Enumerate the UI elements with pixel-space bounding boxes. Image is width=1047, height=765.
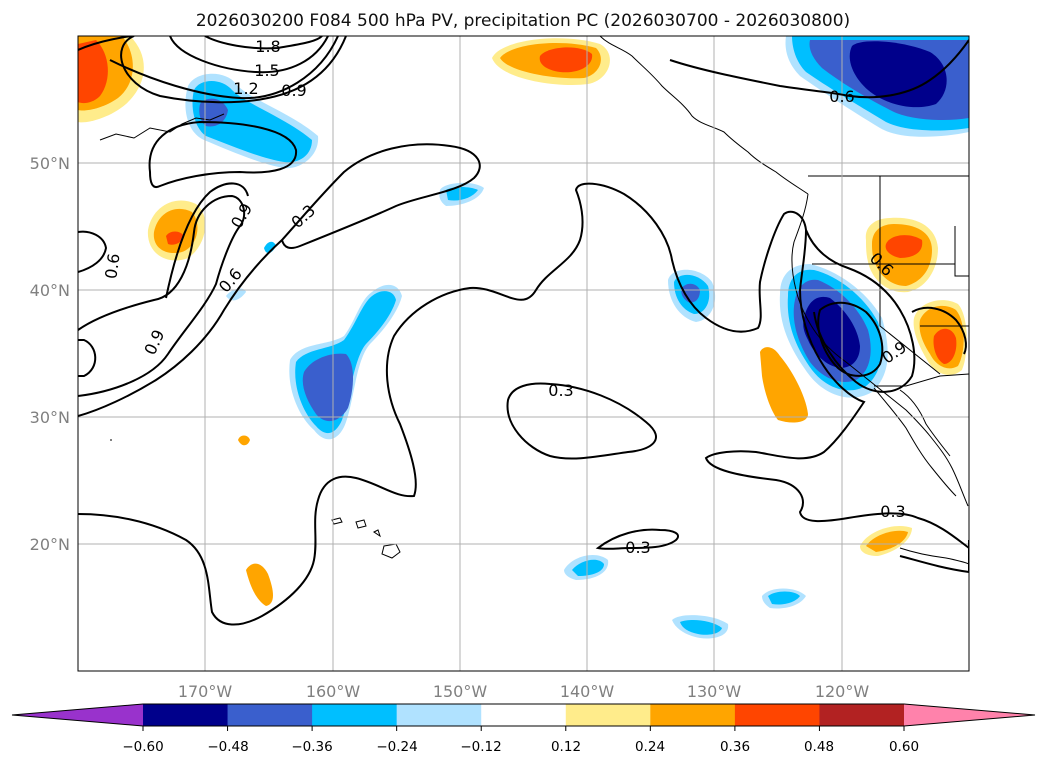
contour-label: 0.3 [625, 538, 650, 557]
pv-contour-0.9-aleutian-loop [148, 120, 298, 188]
colorbar-segment [312, 704, 398, 726]
x-tick-label: 120°W [815, 682, 870, 701]
colorbar-extend-min [12, 704, 143, 726]
chart-title: 2026030200 F084 500 hPa PV, precipitatio… [196, 11, 850, 31]
colorbar-tick-label: 0.60 [889, 739, 919, 755]
contour-label: 0.3 [880, 502, 905, 521]
x-tick-label: 160°W [306, 682, 361, 701]
y-tick-label: 30°N [30, 408, 70, 427]
north-america-west-coast [791, 193, 969, 507]
pv-contours [78, 36, 969, 626]
colorbar-tick-label: 0.48 [804, 739, 834, 755]
x-tick-label: 170°W [178, 682, 233, 701]
colorbar-segment [396, 704, 482, 726]
y-tick-label: 50°N [30, 154, 70, 173]
pv-contour-0.3-south [595, 528, 679, 550]
pv-contour-0.9-west-loop [165, 182, 249, 299]
map-frame [77, 35, 970, 672]
contour-label: 1.8 [255, 37, 280, 56]
x-tick-label: 150°W [433, 682, 488, 701]
pv-contour-0.6-west [78, 194, 246, 397]
y-axis: 20°N 30°N 40°N 50°N [30, 154, 70, 554]
gulf-of-california-coast [899, 389, 951, 457]
colorbar-tick-label: −0.48 [207, 739, 248, 755]
contour-label: 1.5 [254, 61, 279, 80]
colorbar-tick-label: −0.24 [376, 739, 417, 755]
colorbar-ticks: −0.60 −0.48 −0.36 −0.24 −0.12 0.12 0.24 … [122, 739, 919, 755]
pv-contour-0.9-mid [78, 239, 283, 417]
contour-label: 1.2 [233, 79, 258, 98]
contour-label: 0.9 [281, 81, 306, 100]
precip-shading [78, 36, 969, 639]
pv-contour-0.3-main [280, 143, 481, 249]
pv-contour-0.6-inner [78, 339, 97, 377]
map-area: 1.8 1.5 1.2 0.9 0.9 0.3 0.6 0.6 0.9 0.3 … [78, 36, 969, 671]
pv-contour-0.3-center-loop [506, 382, 657, 460]
colorbar-extend-max [904, 704, 1035, 726]
hawaii-islands [331, 517, 401, 559]
us-state-border-az [879, 176, 969, 327]
precip-anomaly-positive-west-pacific [147, 200, 206, 261]
x-axis: 170°W 160°W 150°W 140°W 130°W 120°W [178, 682, 870, 701]
alaska-coastline [599, 36, 809, 195]
colorbar-segment [565, 704, 651, 726]
precip-anomaly-negative-nw-canada [785, 36, 969, 137]
colorbar-tick-label: −0.60 [122, 739, 163, 755]
coastlines [99, 36, 969, 565]
mexico-coast [899, 547, 969, 565]
baja-peninsula [873, 387, 957, 497]
precip-anomaly-positive-nevada [865, 217, 938, 293]
x-tick-label: 140°W [560, 682, 615, 701]
colorbar-segment [650, 704, 736, 726]
contour-label: 0.3 [548, 381, 573, 400]
precip-anomaly-positive-alaska-gulf [492, 38, 610, 85]
colorbar-segment [227, 704, 313, 726]
y-tick-label: 20°N [30, 535, 70, 554]
precip-anomaly-positive-offshore-baja [760, 347, 808, 423]
pv-contour-1.8 [204, 36, 323, 50]
precip-anomaly-positive-nw-corner [78, 36, 144, 123]
x-tick-label: 130°W [687, 682, 742, 701]
pv-contour-0.6-far-west [78, 230, 108, 273]
pv-contour-1.2 [109, 36, 339, 100]
colorbar-segment [481, 704, 567, 726]
y-tick-label: 40°N [30, 281, 70, 300]
precip-anomaly-negative-central-pacific [289, 284, 402, 440]
colorbar: −0.60 −0.48 −0.36 −0.24 −0.12 0.12 0.24 … [11, 703, 1036, 755]
pv-contour-0.6-northeast [669, 39, 969, 99]
colorbar-tick-label: 0.12 [551, 739, 581, 755]
colorbar-tick-label: −0.12 [460, 739, 501, 755]
colorbar-tick-label: −0.36 [291, 739, 332, 755]
precip-anomaly-positive-arizona [913, 300, 967, 375]
pv-contour-1.5 [169, 36, 329, 74]
us-state-border-ca [812, 263, 941, 375]
us-mexico-border [874, 373, 969, 387]
contour-label: 0.6 [829, 87, 854, 106]
colorbar-tick-label: 0.36 [720, 739, 750, 755]
colorbar-segment [734, 704, 820, 726]
pv-contour-0.9-arizona [911, 306, 967, 355]
colorbar-segment [143, 704, 229, 726]
pv-contour-0.9-california [817, 301, 884, 377]
colorbar-tick-label: 0.24 [635, 739, 665, 755]
gridlines [78, 36, 969, 671]
contour-label: 0.6 [101, 252, 123, 280]
colorbar-segment [819, 704, 905, 726]
pv-contour-0.3-large [78, 182, 969, 626]
colorbar-segments [11, 703, 1036, 731]
